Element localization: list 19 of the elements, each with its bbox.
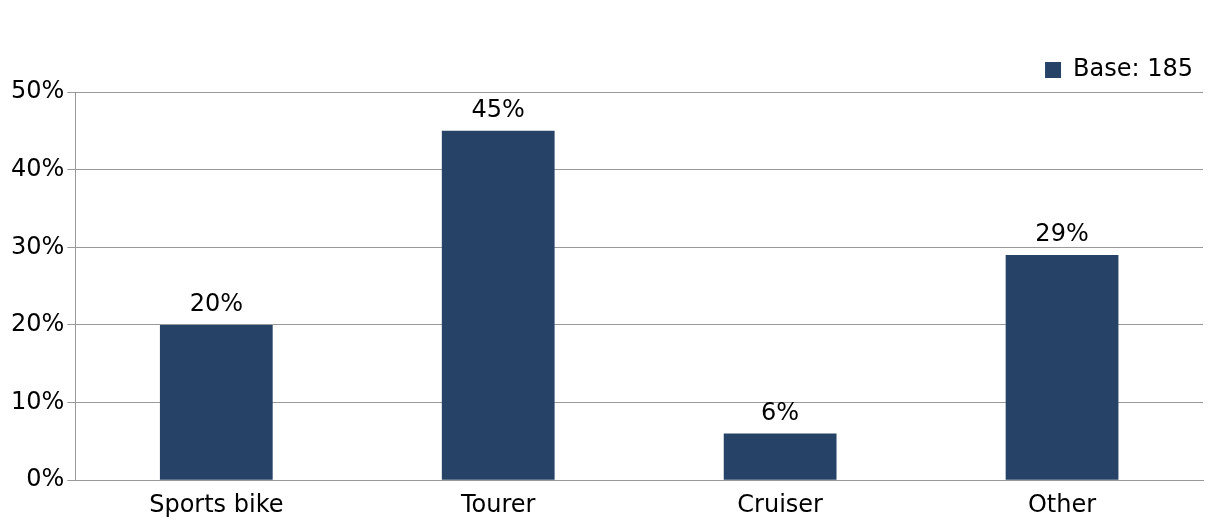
y-tick-label: 10% [11, 386, 65, 415]
x-tick-label: Sports bike [149, 489, 284, 518]
bar [723, 433, 837, 480]
y-tick-label: 0% [26, 464, 65, 493]
x-tick-label: Cruiser [737, 489, 824, 518]
bar [1005, 255, 1119, 480]
y-tick-label: 30% [11, 231, 65, 260]
bar [441, 130, 555, 480]
data-label: 20% [189, 289, 243, 318]
y-tick-label: 20% [11, 309, 65, 338]
bar [159, 324, 273, 480]
x-tick-label: Other [1027, 489, 1097, 518]
y-tick-label: 40% [11, 153, 65, 182]
x-tick-label: Tourer [459, 489, 536, 518]
data-label: 45% [471, 95, 525, 124]
y-tick-label: 50% [11, 76, 65, 105]
data-label: 29% [1035, 219, 1089, 248]
legend-label: Base: 185 [1073, 54, 1193, 83]
data-label: 6% [761, 397, 800, 426]
